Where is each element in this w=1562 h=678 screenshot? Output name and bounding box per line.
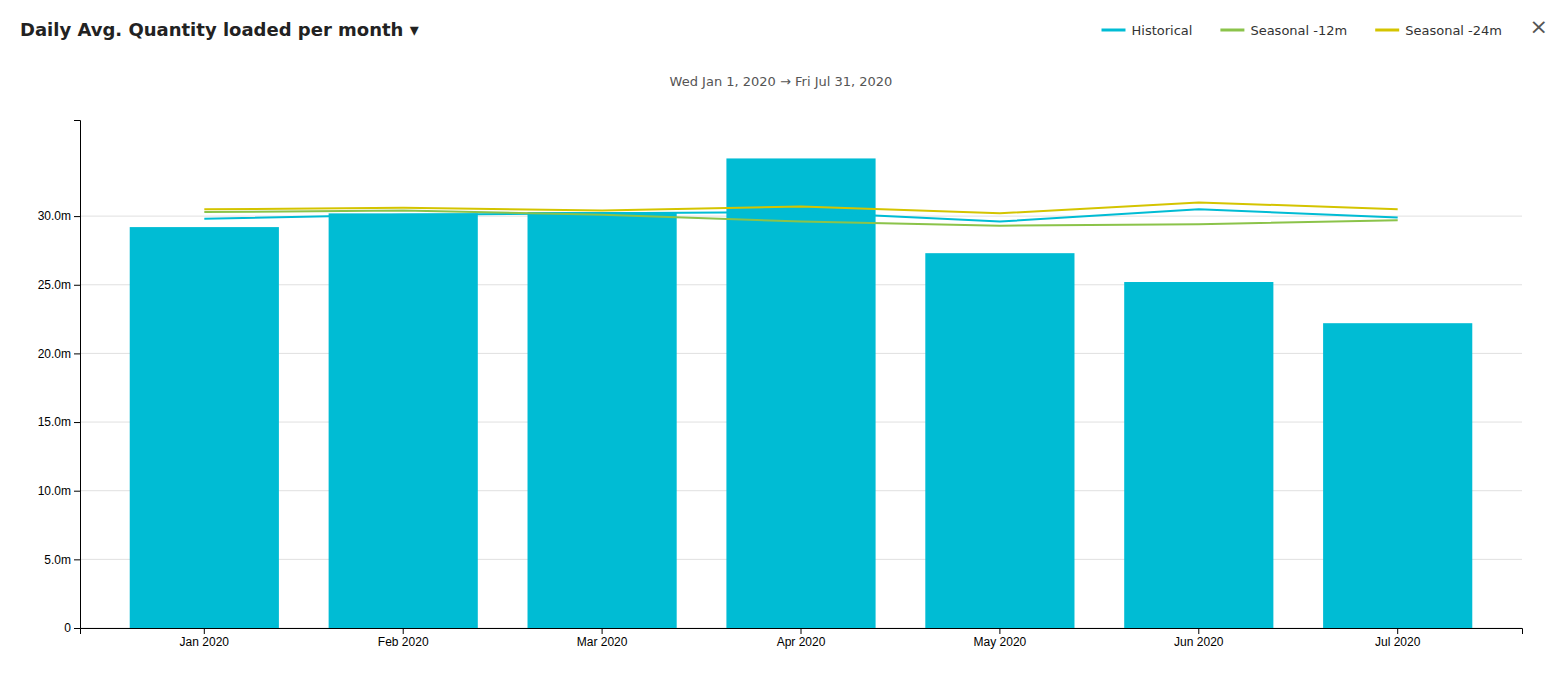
y-tick: 10.0m: [38, 484, 80, 498]
legend-item: Seasonal -24m: [1375, 23, 1502, 38]
y-tick: 5.0m: [44, 553, 80, 567]
x-tick-mark: [1397, 628, 1398, 634]
legend-label: Seasonal -24m: [1405, 23, 1502, 38]
bar: [1323, 323, 1472, 628]
x-tick: Mar 2020: [577, 628, 628, 649]
y-tick-label: 10.0m: [38, 484, 71, 498]
legend-item: Seasonal -12m: [1220, 23, 1347, 38]
x-tick: Jul 2020: [1375, 628, 1421, 649]
bar: [726, 158, 875, 628]
y-tick-mark: [74, 491, 80, 492]
y-tick-mark: [74, 285, 80, 286]
x-tick: Feb 2020: [378, 628, 429, 649]
x-tick-mark: [801, 628, 802, 634]
legend: Historical Seasonal -12m Seasonal -24m: [1102, 23, 1503, 38]
y-tick-label: 15.0m: [38, 415, 71, 429]
x-tick: May 2020: [974, 628, 1027, 649]
x-tick-label: Jul 2020: [1375, 635, 1421, 649]
x-tick-label: Jun 2020: [1174, 635, 1224, 649]
y-tick: 15.0m: [38, 415, 80, 429]
y-tick-label: 0: [64, 621, 71, 635]
line: [204, 211, 1397, 226]
title: Daily Avg. Quantity loaded per month ▾: [20, 19, 419, 40]
x-tick-label: Mar 2020: [577, 635, 628, 649]
chart: Jan 2020 Feb 2020 Mar 2020 Apr 2020 May 2020…: [0, 0, 1562, 678]
y-tick-mark: [74, 216, 80, 217]
bar: [130, 227, 279, 628]
x-tick-mark: [204, 628, 205, 634]
bar: [1124, 282, 1273, 628]
x-tick-mark: [1198, 628, 1199, 634]
x-tick: Jun 2020: [1174, 628, 1224, 649]
y-tick-mark: [74, 628, 80, 629]
legend-swatch: [1375, 29, 1399, 32]
y-tick-label: 20.0m: [38, 347, 71, 361]
y-tick-mark: [74, 559, 80, 560]
bar: [528, 212, 677, 628]
y-axis: 0 5.0m 10.0m 15.0m 20.0m 25.0m 30.0m: [38, 121, 81, 636]
legend-label: Historical: [1132, 23, 1193, 38]
x-axis-line: [81, 629, 1523, 635]
x-tick-mark: [403, 628, 404, 634]
y-tick-label: 25.0m: [38, 278, 71, 292]
x-tick-label: Feb 2020: [378, 635, 429, 649]
legend-item: Historical: [1102, 23, 1193, 38]
bar: [329, 213, 478, 628]
line: [204, 202, 1397, 213]
x-axis: Jan 2020 Feb 2020 Mar 2020 Apr 2020 May 2020…: [81, 628, 1523, 649]
legend-swatch: [1220, 29, 1244, 32]
x-tick-label: Apr 2020: [777, 635, 826, 649]
y-tick-mark: [74, 422, 80, 423]
y-tick: 0: [64, 621, 80, 635]
bar-series: [130, 158, 1473, 628]
y-tick: 20.0m: [38, 347, 80, 361]
legend-swatch: [1102, 29, 1126, 32]
x-tick-label: May 2020: [974, 635, 1027, 649]
marks: [130, 158, 1473, 628]
y-tick: 25.0m: [38, 278, 80, 292]
y-tick: 30.0m: [38, 209, 80, 223]
bar: [925, 253, 1074, 628]
x-tick-mark: [999, 628, 1000, 634]
annotation: ×: [1530, 14, 1548, 39]
x-tick-mark: [602, 628, 603, 634]
y-tick-label: 30.0m: [38, 209, 71, 223]
legend-label: Seasonal -12m: [1250, 23, 1347, 38]
plot: Jan 2020 Feb 2020 Mar 2020 Apr 2020 May 2020…: [38, 121, 1523, 649]
y-tick-label: 5.0m: [44, 553, 71, 567]
y-tick-mark: [74, 353, 80, 354]
y-axis-line: [74, 121, 81, 629]
x-tick: Apr 2020: [777, 628, 826, 649]
x-tick-label: Jan 2020: [180, 635, 230, 649]
x-tick: Jan 2020: [180, 628, 230, 649]
subtitle: Wed Jan 1, 2020 → Fri Jul 31, 2020: [670, 74, 893, 89]
